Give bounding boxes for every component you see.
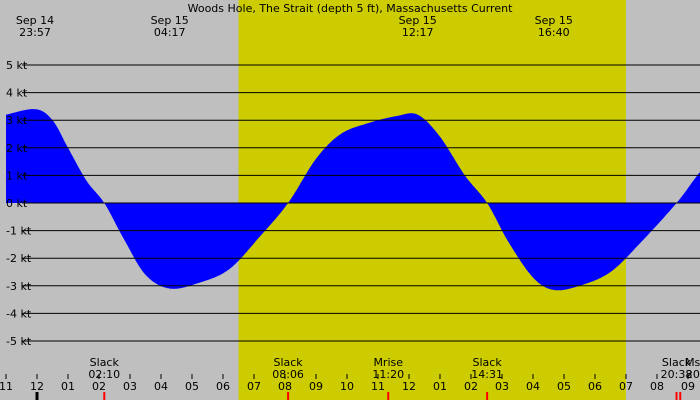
bottom-annotations: Slack02:10Slack08:06Mrise11:20Slack14:31… <box>88 356 700 381</box>
x-tick-label: 11 <box>0 380 13 393</box>
event-mark <box>679 392 682 400</box>
event-time: 08:06 <box>272 368 304 381</box>
x-tick-label: 05 <box>557 380 571 393</box>
event-mark <box>387 392 390 400</box>
x-tick-label: 02 <box>464 380 478 393</box>
x-tick-label: 09 <box>681 380 695 393</box>
peak-time: 23:57 <box>19 26 51 39</box>
y-tick-label: 4 kt <box>6 87 28 100</box>
y-tick-label: 3 kt <box>6 114 28 127</box>
x-tick-label: 06 <box>588 380 602 393</box>
event-label: Slack <box>273 356 303 369</box>
event-time: 20:38 <box>661 368 693 381</box>
peak-date: Sep 14 <box>16 14 54 27</box>
event-time: 14:31 <box>471 368 503 381</box>
x-tick-label: 11 <box>371 380 385 393</box>
x-tick-label: 02 <box>92 380 106 393</box>
event-label: Slack <box>473 356 503 369</box>
x-tick-label: 08 <box>278 380 292 393</box>
event-label: Mrise <box>373 356 403 369</box>
current-areas <box>6 109 700 291</box>
current-time-mark <box>35 392 39 400</box>
y-tick-label: -4 kt <box>6 307 32 320</box>
peak-date: Sep 15 <box>535 14 573 27</box>
peak-date: Sep 15 <box>151 14 189 27</box>
event-mark <box>675 392 678 400</box>
x-tick-label: 09 <box>309 380 323 393</box>
y-tick-label: -1 kt <box>6 225 32 238</box>
y-tick-label: 5 kt <box>6 59 28 72</box>
event-label: Slack <box>662 356 692 369</box>
x-tick-label: 08 <box>650 380 664 393</box>
event-marks <box>35 392 682 400</box>
x-tick-label: 01 <box>433 380 447 393</box>
y-tick-labels: 5 kt 4 kt 3 kt 2 kt 1 kt 0 kt -1 kt -2 kt -3 kt -… <box>6 59 32 348</box>
y-tick-label: -2 kt <box>6 252 32 265</box>
x-tick-label: 03 <box>495 380 509 393</box>
event-label: Mset <box>685 356 700 369</box>
chart-title: Woods Hole, The Strait (depth 5 ft), Mas… <box>188 2 513 15</box>
y-tick-label: 2 kt <box>6 142 28 155</box>
y-tick-label: 1 kt <box>6 169 28 182</box>
x-tick-label: 07 <box>247 380 261 393</box>
event-time: 02:10 <box>88 368 120 381</box>
peak-date: Sep 15 <box>399 14 437 27</box>
event-label: Slack <box>90 356 120 369</box>
x-tick-label: 04 <box>154 380 168 393</box>
gridlines <box>22 64 700 342</box>
flood-area <box>6 109 700 291</box>
x-tick-label: 04 <box>526 380 540 393</box>
x-tick-label: 07 <box>619 380 633 393</box>
event-time: 11:20 <box>372 368 404 381</box>
y-tick-label: -5 kt <box>6 335 32 348</box>
peak-time: 16:40 <box>538 26 570 39</box>
event-mark <box>486 392 489 400</box>
y-tick-label: -3 kt <box>6 280 32 293</box>
x-tick-label: 03 <box>123 380 137 393</box>
peak-time: 12:17 <box>402 26 434 39</box>
x-tick-label: 01 <box>61 380 75 393</box>
x-tick-labels: 11 12 01 02 03 04 05 06 07 08 09 10 11 12 01 02 03 04 05 06… <box>0 374 695 393</box>
y-tick-label: 0 kt <box>6 197 28 210</box>
x-tick-label: 06 <box>216 380 230 393</box>
event-time: 20:4 <box>686 368 700 381</box>
x-tick-label: 12 <box>30 380 44 393</box>
x-tick-label: 05 <box>185 380 199 393</box>
event-mark <box>103 392 106 400</box>
event-mark <box>287 392 290 400</box>
peak-time: 04:17 <box>154 26 186 39</box>
x-tick-label: 12 <box>402 380 416 393</box>
x-tick-label: 10 <box>340 380 354 393</box>
